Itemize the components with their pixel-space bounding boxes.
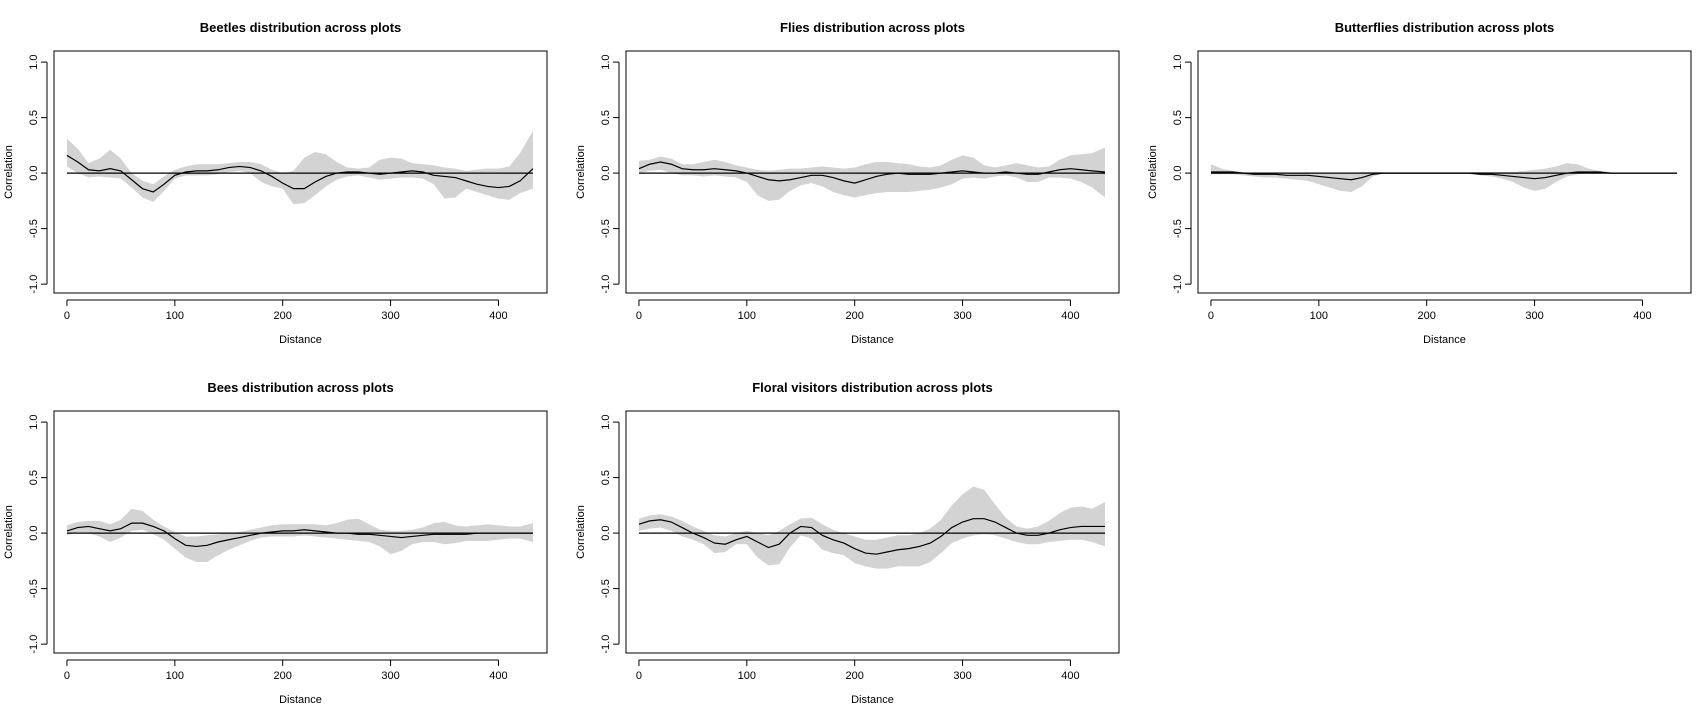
x-tick-label: 0 — [636, 310, 642, 322]
x-tick-label: 300 — [381, 310, 399, 322]
x-axis-label: Distance — [279, 334, 322, 346]
plot-frame — [625, 50, 1120, 294]
y-axis-label: Correlation — [575, 145, 587, 199]
x-tick-label: 200 — [1418, 310, 1436, 322]
x-tick-label: 400 — [489, 310, 507, 322]
x-tick-label: 200 — [274, 670, 292, 682]
x-tick-label: 100 — [166, 670, 184, 682]
x-tick-label: 100 — [166, 310, 184, 322]
x-tick-label: 300 — [1525, 310, 1543, 322]
chart-title: Floral visitors distribution across plot… — [752, 380, 993, 395]
y-tick-label: 1.0 — [28, 54, 40, 69]
plot-frame — [1197, 50, 1692, 294]
x-tick-label: 0 — [636, 670, 642, 682]
chart-panel-3: 0 100 200 300 400 -1.0 -0.5 0.0 0.5 1.0 Butterflie… — [1147, 20, 1692, 346]
confidence-band — [66, 508, 533, 562]
y-tick-label: 0.5 — [600, 110, 612, 125]
y-tick-label: -1.0 — [28, 275, 40, 294]
y-axis-label: Correlation — [1147, 145, 1159, 199]
y-tick-label: 0.0 — [28, 525, 40, 540]
x-tick-label: 300 — [953, 310, 971, 322]
confidence-band — [638, 486, 1105, 569]
y-tick-label: 0.5 — [28, 110, 40, 125]
x-tick-label: 400 — [489, 670, 507, 682]
y-tick-label: 1.0 — [28, 414, 40, 429]
y-axis-label: Correlation — [575, 505, 587, 559]
x-tick-label: 0 — [1208, 310, 1214, 322]
confidence-band — [1210, 163, 1677, 192]
x-tick-label: 300 — [381, 670, 399, 682]
y-tick-label: 0.0 — [28, 165, 40, 180]
y-tick-label: 0.0 — [600, 525, 612, 540]
y-tick-label: -1.0 — [600, 635, 612, 654]
x-tick-label: 200 — [846, 670, 864, 682]
y-tick-label: -0.5 — [600, 219, 612, 238]
plot-frame — [53, 410, 548, 654]
x-axis-label: Distance — [1423, 334, 1466, 346]
x-tick-label: 100 — [738, 670, 756, 682]
correlogram-line — [66, 154, 534, 193]
x-tick-label: 300 — [953, 670, 971, 682]
x-tick-label: 200 — [274, 310, 292, 322]
plot-frame — [53, 50, 548, 294]
correlogram-line — [638, 161, 1106, 184]
y-tick-label: 0.0 — [1172, 165, 1184, 180]
x-tick-label: 400 — [1061, 670, 1079, 682]
y-tick-label: -0.5 — [28, 579, 40, 598]
y-tick-label: 0.0 — [600, 165, 612, 180]
x-axis-label: Distance — [279, 694, 322, 706]
confidence-band — [638, 147, 1105, 201]
x-axis-label: Distance — [851, 334, 894, 346]
y-tick-label: -0.5 — [1172, 219, 1184, 238]
y-tick-label: -0.5 — [600, 579, 612, 598]
chart-title: Bees distribution across plots — [207, 380, 393, 395]
y-axis-label: Correlation — [3, 145, 15, 199]
x-tick-label: 0 — [64, 310, 70, 322]
y-tick-label: 0.5 — [28, 470, 40, 485]
y-tick-label: -1.0 — [600, 275, 612, 294]
plot-frame — [625, 410, 1120, 654]
chart-title: Flies distribution across plots — [780, 20, 965, 35]
chart-panel-2: 0 100 200 300 400 -1.0 -0.5 0.0 0.5 1.0 Flies dist… — [575, 20, 1120, 346]
y-axis-label: Correlation — [3, 505, 15, 559]
x-tick-label: 400 — [1633, 310, 1651, 322]
y-tick-label: -1.0 — [28, 635, 40, 654]
correlogram-line — [1210, 171, 1677, 181]
y-tick-label: -1.0 — [1172, 275, 1184, 294]
y-tick-label: 0.5 — [1172, 110, 1184, 125]
chart-title: Beetles distribution across plots — [200, 20, 402, 35]
x-tick-label: 100 — [738, 310, 756, 322]
x-tick-label: 400 — [1061, 310, 1079, 322]
y-tick-label: 1.0 — [1172, 54, 1184, 69]
y-tick-label: 1.0 — [600, 54, 612, 69]
chart-panel-5: 0 100 200 300 400 -1.0 -0.5 0.0 0.5 1.0 Floral vis… — [575, 380, 1120, 706]
confidence-band — [66, 130, 533, 205]
y-tick-label: 0.5 — [600, 470, 612, 485]
chart-panel-1: 0 100 200 300 400 -1.0 -0.5 0.0 0.5 1.0 Beetles di… — [3, 20, 548, 346]
x-tick-label: 200 — [846, 310, 864, 322]
chart-panel-4: 0 100 200 300 400 -1.0 -0.5 0.0 0.5 1.0 Bees distr… — [3, 380, 548, 706]
y-tick-label: -0.5 — [28, 219, 40, 238]
chart-title: Butterflies distribution across plots — [1335, 20, 1555, 35]
correlogram-line — [638, 518, 1105, 555]
correlogram-line — [66, 522, 533, 548]
x-tick-label: 100 — [1310, 310, 1328, 322]
x-tick-label: 0 — [64, 670, 70, 682]
y-tick-label: 1.0 — [600, 414, 612, 429]
x-axis-label: Distance — [851, 694, 894, 706]
